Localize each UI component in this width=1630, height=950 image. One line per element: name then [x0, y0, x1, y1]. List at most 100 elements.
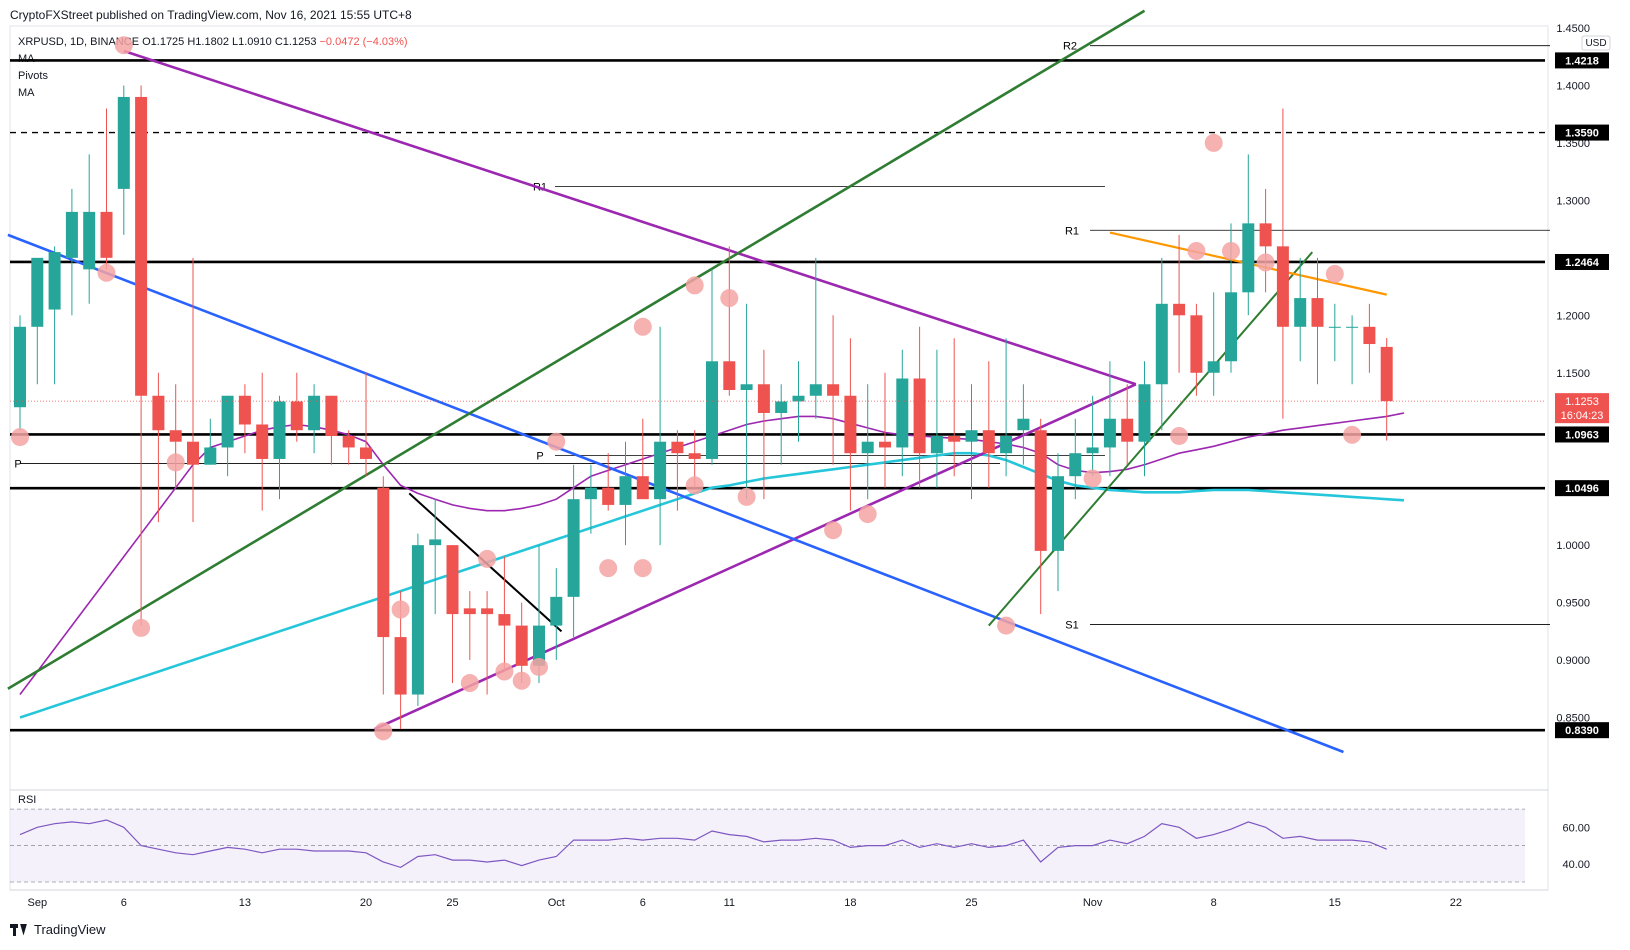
- candle-22[interactable]: [394, 637, 407, 695]
- candle-0[interactable]: [14, 326, 26, 408]
- rsi-line: [19, 819, 1387, 869]
- candle-9[interactable]: [169, 430, 182, 442]
- blue-downtrend-line: [7, 233, 1344, 754]
- x-tick-label-4: 25: [446, 897, 458, 909]
- candle-62[interactable]: [1086, 447, 1099, 454]
- candle-40[interactable]: [706, 361, 718, 459]
- candle-31[interactable]: [550, 596, 563, 626]
- purple-downtrend-line: [123, 49, 1137, 386]
- candle-2[interactable]: [48, 252, 61, 310]
- tradingview-logo[interactable]: TradingView: [10, 922, 106, 937]
- candle-42[interactable]: [740, 384, 753, 390]
- candle-49[interactable]: [861, 441, 874, 454]
- candle-55[interactable]: [965, 430, 978, 442]
- green-uptrend-line: [7, 9, 1146, 690]
- candle-76[interactable]: [1328, 326, 1341, 328]
- swing-marker-1: [114, 36, 133, 55]
- candle-23[interactable]: [411, 545, 424, 695]
- candle-13[interactable]: [238, 395, 251, 425]
- candle-74[interactable]: [1294, 298, 1307, 327]
- candle-17[interactable]: [308, 395, 321, 431]
- candle-26[interactable]: [463, 608, 476, 615]
- candle-18[interactable]: [325, 395, 338, 436]
- candle-50[interactable]: [879, 441, 891, 448]
- candle-54[interactable]: [948, 435, 961, 442]
- candle-12[interactable]: [221, 395, 234, 448]
- candle-57[interactable]: [1000, 435, 1013, 454]
- candle-33[interactable]: [584, 487, 597, 500]
- candle-78[interactable]: [1363, 326, 1376, 345]
- candle-44[interactable]: [775, 401, 788, 413]
- candle-19[interactable]: [342, 435, 355, 448]
- swing-marker-3: [132, 618, 151, 637]
- legend-indicator-ma-1[interactable]: MA: [18, 53, 35, 65]
- candle-10[interactable]: [187, 441, 199, 465]
- candle-25[interactable]: [446, 545, 459, 615]
- candle-67[interactable]: [1173, 303, 1186, 316]
- candle-79[interactable]: [1380, 346, 1393, 402]
- candle-63[interactable]: [1103, 418, 1116, 448]
- legend-indicator-ma-2[interactable]: MA: [18, 87, 35, 99]
- x-tick-label-7: 11: [724, 897, 735, 909]
- candle-71[interactable]: [1242, 223, 1255, 293]
- candle-58[interactable]: [1017, 418, 1030, 431]
- candle-1[interactable]: [31, 257, 44, 327]
- candle-73[interactable]: [1276, 246, 1289, 327]
- candle-65[interactable]: [1138, 384, 1151, 442]
- candle-77[interactable]: [1346, 326, 1359, 328]
- candle-41[interactable]: [723, 361, 736, 390]
- candle-53[interactable]: [930, 435, 943, 454]
- candle-24[interactable]: [429, 539, 442, 546]
- candle-7[interactable]: [135, 96, 148, 396]
- legend-indicator-pivots[interactable]: Pivots: [18, 70, 48, 82]
- candle-60[interactable]: [1052, 476, 1064, 551]
- candle-5[interactable]: [100, 211, 113, 258]
- candle-72[interactable]: [1259, 223, 1272, 247]
- candle-8[interactable]: [152, 395, 165, 431]
- candle-46[interactable]: [809, 384, 822, 396]
- candle-16[interactable]: [290, 401, 303, 431]
- candle-11[interactable]: [204, 447, 217, 465]
- candle-43[interactable]: [757, 384, 770, 413]
- candle-15[interactable]: [273, 401, 286, 459]
- legend-open: O1.1725: [142, 36, 185, 48]
- candle-70[interactable]: [1225, 292, 1237, 362]
- candle-20[interactable]: [360, 447, 372, 459]
- candle-38[interactable]: [671, 441, 684, 454]
- candle-36[interactable]: [636, 476, 649, 500]
- candle-3[interactable]: [65, 211, 78, 258]
- candle-68[interactable]: [1190, 315, 1203, 373]
- x-tick-label-13: 22: [1450, 897, 1462, 909]
- candle-75[interactable]: [1311, 298, 1324, 327]
- candle-66[interactable]: [1155, 303, 1168, 385]
- candle-4[interactable]: [83, 211, 96, 270]
- rsi-label: RSI: [18, 794, 36, 806]
- candle-52[interactable]: [913, 378, 926, 454]
- swing-marker-15: [633, 559, 652, 578]
- x-tick-label-9: 25: [965, 897, 977, 909]
- candle-32[interactable]: [567, 499, 580, 597]
- candle-45[interactable]: [792, 395, 805, 402]
- candle-59[interactable]: [1034, 430, 1047, 551]
- x-tick-label-5: Oct: [548, 897, 565, 909]
- candle-30[interactable]: [533, 625, 545, 666]
- candle-39[interactable]: [688, 453, 701, 459]
- swing-marker-19: [737, 487, 756, 506]
- candle-27[interactable]: [481, 608, 494, 615]
- candle-51[interactable]: [896, 378, 909, 448]
- price-chart[interactable]: R2R1R1PPS10.85000.90000.95001.00001.0500…: [0, 0, 1630, 910]
- candle-69[interactable]: [1207, 361, 1220, 373]
- candle-34[interactable]: [602, 487, 615, 505]
- candle-28[interactable]: [498, 614, 511, 626]
- candle-14[interactable]: [256, 424, 269, 459]
- candle-48[interactable]: [844, 395, 857, 454]
- candle-29[interactable]: [515, 625, 528, 666]
- candle-37[interactable]: [654, 441, 667, 500]
- candle-47[interactable]: [827, 384, 840, 396]
- candle-56[interactable]: [982, 430, 995, 454]
- candle-61[interactable]: [1069, 453, 1082, 477]
- candle-21[interactable]: [377, 487, 390, 638]
- candle-64[interactable]: [1121, 418, 1134, 442]
- candle-6[interactable]: [117, 96, 130, 189]
- candle-35[interactable]: [619, 476, 632, 505]
